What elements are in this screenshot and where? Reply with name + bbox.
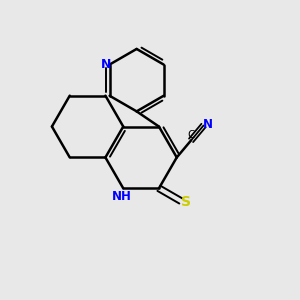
Text: N: N (203, 118, 213, 130)
Text: S: S (181, 195, 191, 209)
Text: N: N (101, 58, 111, 71)
Text: C: C (188, 130, 195, 140)
Text: NH: NH (112, 190, 132, 203)
